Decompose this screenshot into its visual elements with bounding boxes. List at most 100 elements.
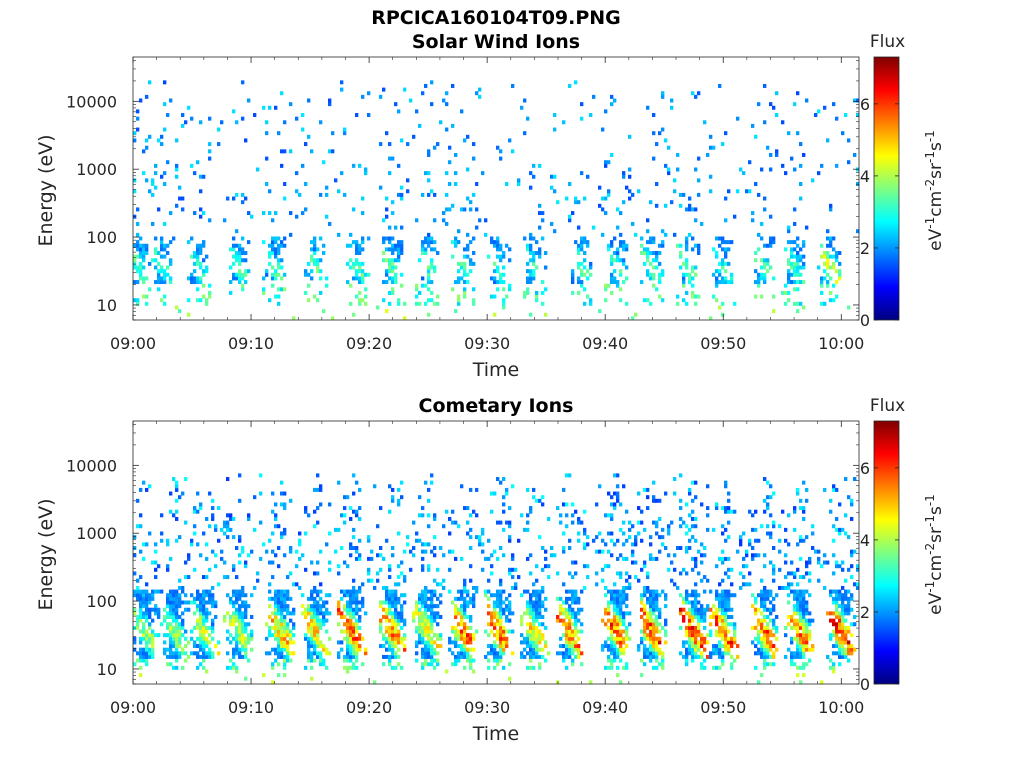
heatmap-cell (649, 589, 653, 594)
heatmap-cell (274, 622, 278, 627)
heatmap-cell (358, 633, 362, 638)
heatmap-cell (181, 625, 185, 630)
heatmap-cell (340, 87, 344, 92)
heatmap-cell (775, 152, 779, 157)
heatmap-cell (757, 629, 761, 634)
heatmap-cell (310, 240, 314, 245)
heatmap-cell (349, 553, 353, 558)
heatmap-cell (523, 98, 527, 103)
heatmap-cell (766, 506, 770, 511)
heatmap-cell (775, 149, 779, 154)
heatmap-cell (640, 600, 644, 605)
heatmap-cell (649, 615, 653, 619)
heatmap-cell (805, 633, 809, 638)
heatmap-cell (508, 611, 512, 616)
heatmap-cell (235, 647, 239, 652)
heatmap-cell (622, 240, 626, 245)
heatmap-cell (847, 495, 851, 500)
heatmap-cell (136, 585, 140, 590)
heatmap-cell (460, 593, 464, 598)
heatmap-cell (400, 625, 404, 630)
heatmap-cell (169, 593, 173, 598)
heatmap-cell (676, 243, 680, 248)
heatmap-cell (169, 240, 173, 245)
heatmap-cell (688, 527, 692, 532)
heatmap-cell (850, 651, 854, 656)
heatmap-cell (241, 636, 245, 641)
heatmap-cell (346, 261, 350, 266)
heatmap-cell (208, 640, 212, 645)
heatmap-cell (688, 633, 692, 638)
heatmap-cell (610, 636, 614, 641)
heatmap-cell (538, 611, 542, 616)
heatmap-cell (163, 633, 167, 638)
heatmap-cell (577, 607, 581, 612)
x-tick-label: 09:50 (700, 698, 746, 717)
heatmap-cell (286, 604, 290, 609)
heatmap-cell (802, 633, 806, 638)
heatmap-cell (178, 625, 182, 630)
heatmap-cell (808, 618, 812, 623)
heatmap-cell (538, 596, 542, 601)
heatmap-cell (649, 633, 653, 638)
heatmap-cell (559, 611, 563, 616)
heatmap-cell (610, 662, 614, 667)
heatmap-cell (535, 604, 539, 609)
heatmap-cell (172, 651, 176, 656)
heatmap-cell (637, 647, 641, 652)
heatmap-cell (721, 265, 725, 270)
heatmap-cell (559, 607, 563, 612)
heatmap-cell (382, 280, 386, 285)
heatmap-cell (757, 192, 761, 197)
heatmap-cell (505, 294, 509, 299)
heatmap-cell (709, 615, 713, 619)
heatmap-cell (844, 625, 848, 630)
heatmap-cell (727, 509, 731, 514)
heatmap-cell (151, 640, 155, 645)
heatmap-cell (715, 564, 719, 569)
heatmap-cell (220, 556, 224, 561)
heatmap-cell (616, 600, 620, 605)
heatmap-cell (283, 673, 287, 678)
heatmap-cell (214, 527, 218, 532)
heatmap-cell (529, 243, 533, 248)
heatmap-cell (469, 647, 473, 652)
heatmap-cell (832, 596, 836, 601)
heatmap-cell (238, 535, 242, 540)
heatmap-cell (526, 607, 530, 612)
heatmap-cell (289, 651, 293, 656)
heatmap-cell (142, 658, 146, 663)
heatmap-cell (241, 600, 245, 605)
heatmap-cell (826, 654, 830, 659)
heatmap-cell (721, 600, 725, 605)
heatmap-cell (652, 625, 656, 630)
heatmap-cell (244, 251, 248, 255)
heatmap-cell (319, 604, 323, 609)
heatmap-cell (175, 589, 179, 594)
heatmap-cell (772, 625, 776, 630)
heatmap-cell (397, 618, 401, 623)
heatmap-cell (139, 604, 143, 609)
heatmap-cell (244, 258, 248, 263)
heatmap-cell (523, 527, 527, 532)
heatmap-cell (499, 640, 503, 645)
heatmap-cell (532, 622, 536, 627)
heatmap-cell (709, 629, 713, 634)
heatmap-cell (466, 640, 470, 645)
heatmap-cell (730, 622, 734, 627)
heatmap-cell (256, 167, 260, 172)
heatmap-cell (640, 251, 644, 255)
heatmap-cell (397, 582, 401, 587)
heatmap-cell (427, 564, 431, 569)
heatmap-cell (856, 229, 860, 234)
heatmap-cell (274, 236, 278, 241)
heatmap-cell (460, 611, 464, 616)
heatmap-cell (646, 254, 650, 259)
heatmap-cell (751, 593, 755, 598)
heatmap-cell (454, 240, 458, 245)
heatmap-cell (166, 251, 170, 255)
heatmap-cell (280, 640, 284, 645)
heatmap-cell (727, 491, 731, 496)
heatmap-cell (364, 294, 368, 299)
heatmap-cell (427, 618, 431, 623)
